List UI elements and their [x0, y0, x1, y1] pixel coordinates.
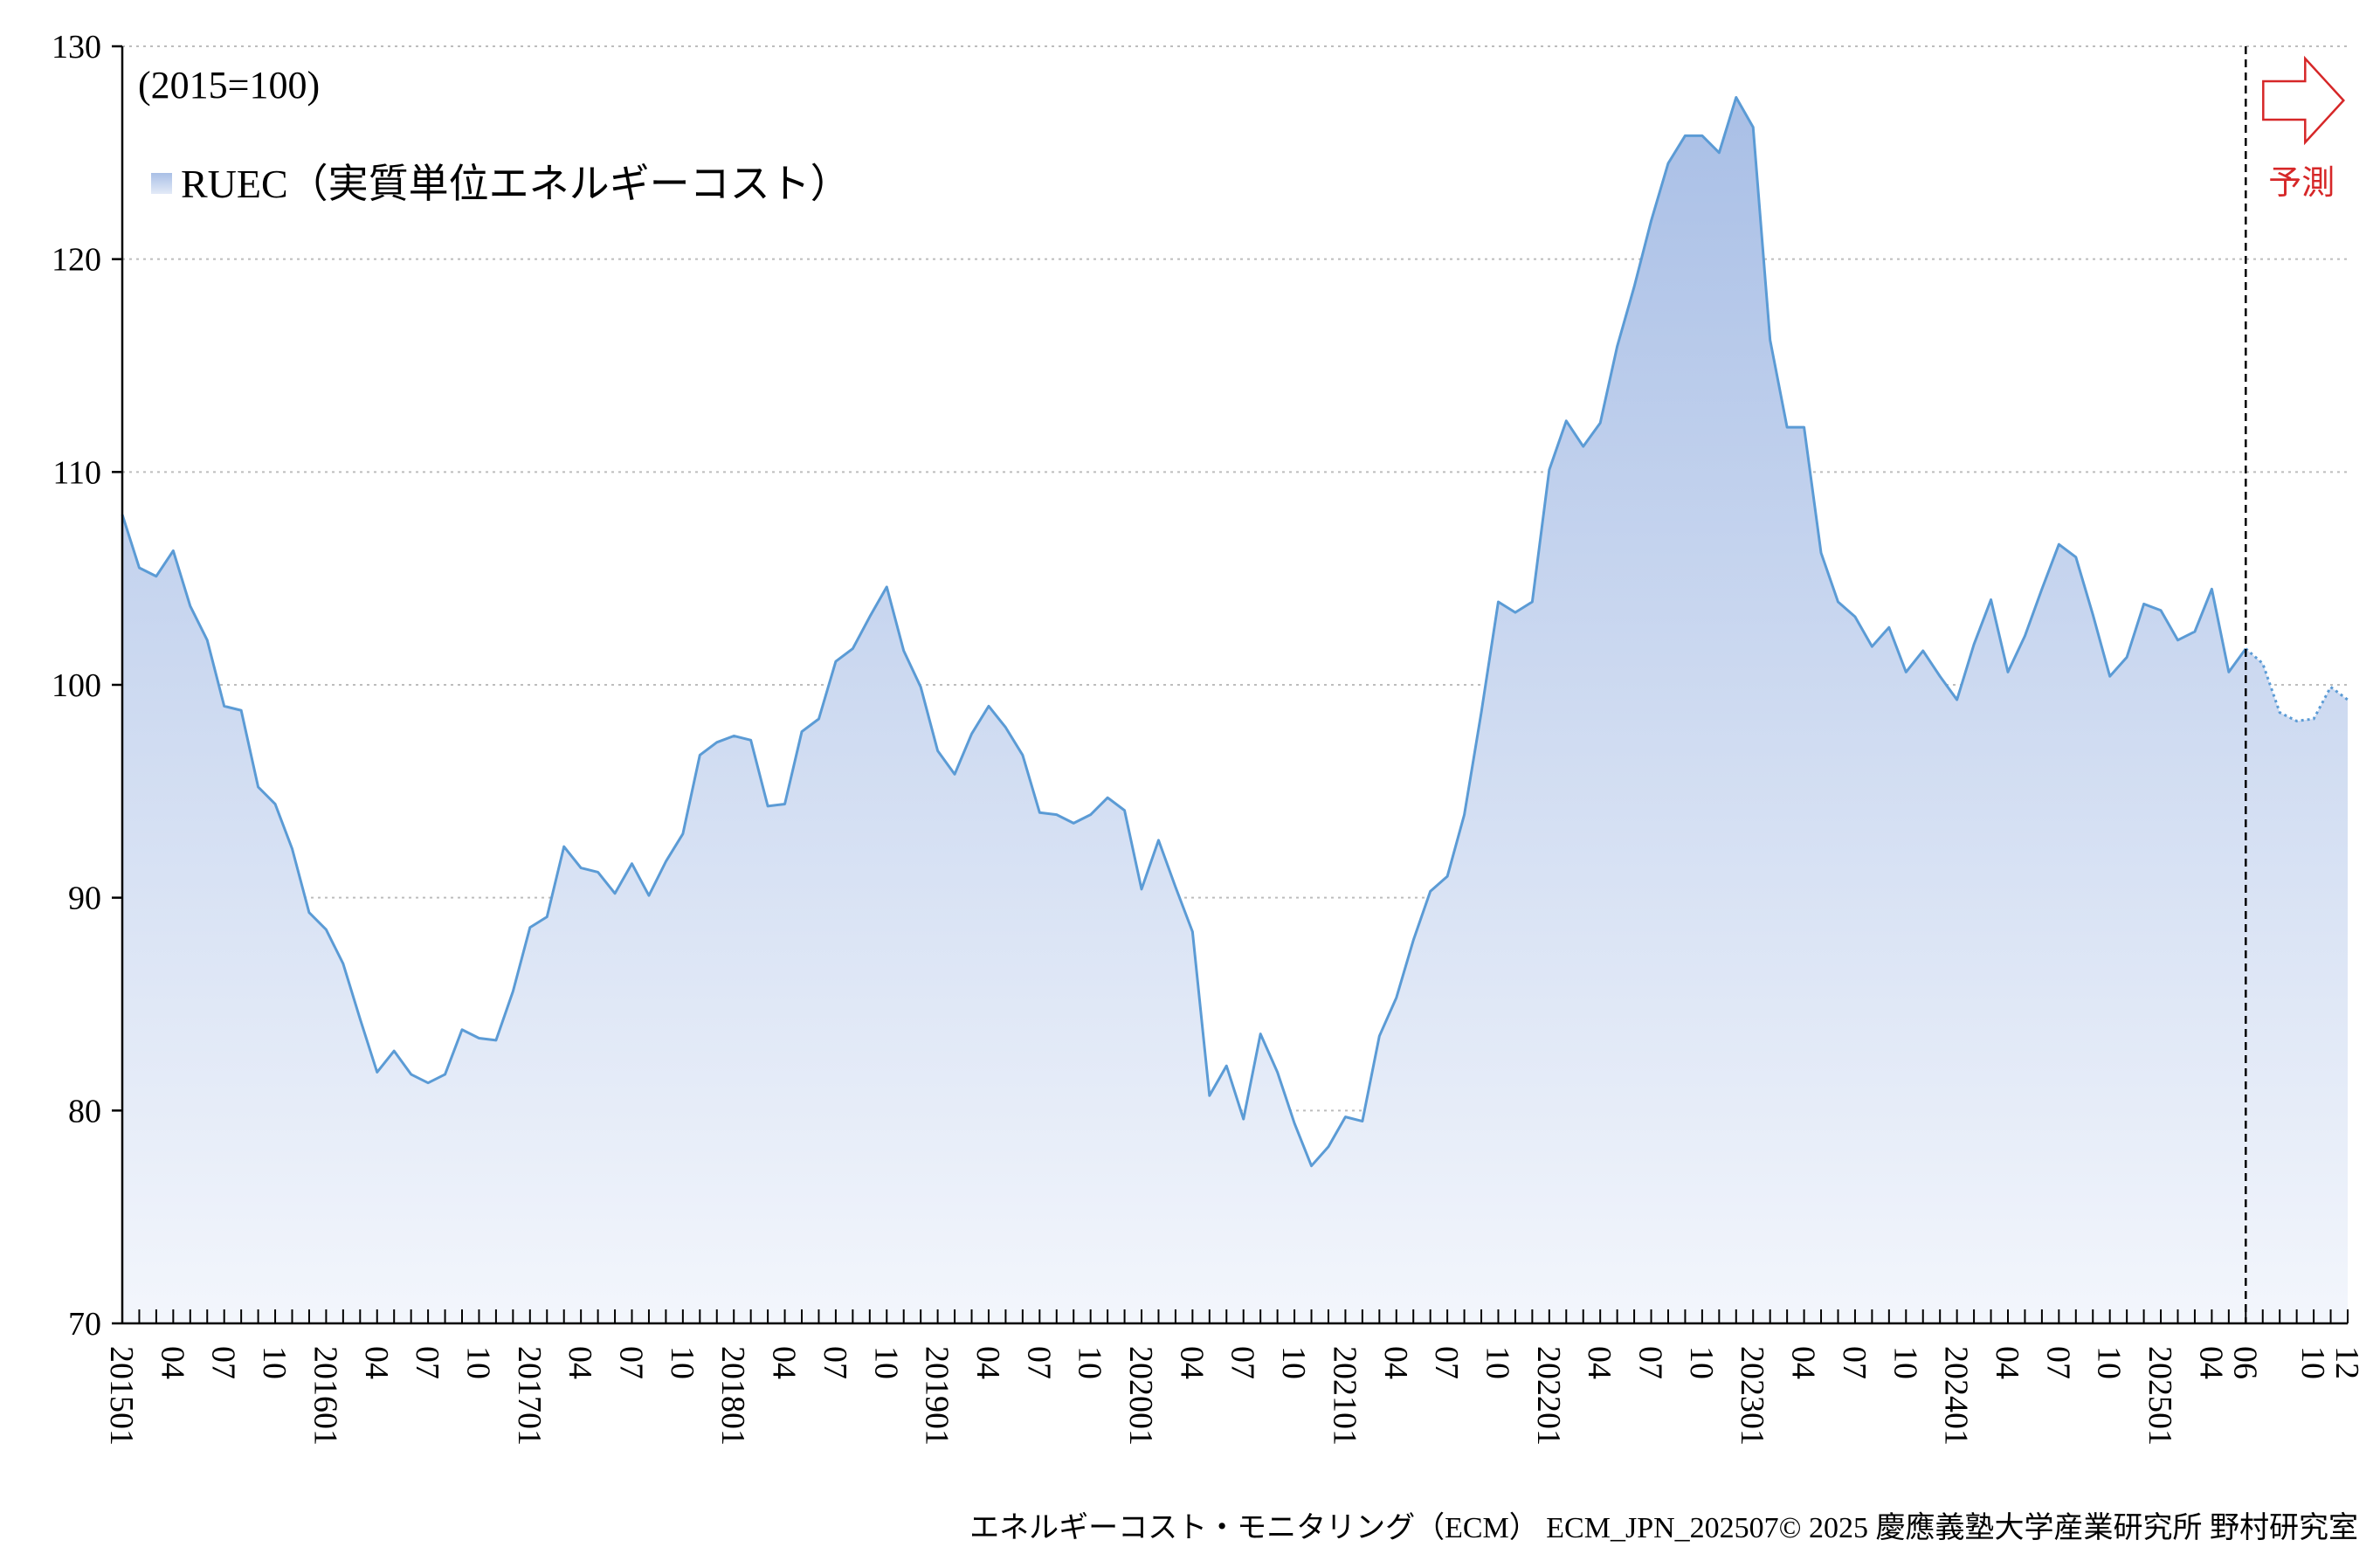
- x-tick-label: 10: [664, 1346, 700, 1379]
- x-tick-label: 201501: [103, 1346, 140, 1446]
- x-tick-label: 04: [562, 1346, 598, 1379]
- x-tick-label: 201601: [307, 1346, 343, 1446]
- x-tick-label: 201701: [511, 1346, 548, 1446]
- x-tick-label: 07: [1836, 1346, 1873, 1379]
- x-tick-label: 201901: [919, 1346, 955, 1446]
- x-tick-label: 202501: [2142, 1346, 2178, 1446]
- y-tick-label: 110: [52, 454, 101, 491]
- x-tick-label: 10: [2091, 1346, 2128, 1379]
- x-tick-label: 04: [1989, 1346, 2025, 1379]
- x-tick-label: 04: [1377, 1346, 1414, 1379]
- y-tick-label: 70: [68, 1306, 101, 1343]
- x-tick-label: 04: [969, 1346, 1006, 1379]
- unit-note: (2015=100): [138, 64, 320, 107]
- x-tick-label: 07: [205, 1346, 242, 1379]
- x-tick-label: 202101: [1326, 1346, 1362, 1446]
- x-tick-label: 04: [1785, 1346, 1822, 1379]
- x-tick-label: 12: [2328, 1346, 2365, 1379]
- x-tick-label: 10: [459, 1346, 496, 1379]
- x-tick-label: 202401: [1938, 1346, 1975, 1446]
- axes: [112, 45, 2349, 1325]
- x-tick-label: 201801: [714, 1346, 751, 1446]
- y-tick-label: 100: [52, 667, 101, 704]
- x-tick-label: 06: [2226, 1346, 2263, 1379]
- x-tick-label: 07: [1632, 1346, 1669, 1379]
- ruec-area-fill: [122, 97, 2348, 1324]
- x-tick-label: 10: [1479, 1346, 1515, 1379]
- x-tick-label: 10: [256, 1346, 293, 1379]
- x-tick-label: 04: [358, 1346, 395, 1379]
- x-tick-label: 202201: [1530, 1346, 1567, 1446]
- ruec-line-forecast: [2245, 647, 2349, 722]
- x-tick-label: 07: [1428, 1346, 1465, 1379]
- legend-label: RUEC（実質単位エネルギーコスト）: [181, 162, 851, 206]
- y-tick-label: 120: [52, 242, 101, 279]
- x-tick-label: 10: [867, 1346, 904, 1379]
- x-tick-label: 10: [1072, 1346, 1108, 1379]
- x-tick-labels: 201501 04 07 10 201601 04 07 10 201701 04 07 10 2018…: [103, 1346, 2365, 1446]
- y-tick-label: 80: [68, 1093, 101, 1129]
- legend: RUEC（実質単位エネルギーコスト）: [151, 162, 851, 206]
- x-tick-label: 04: [2192, 1346, 2229, 1379]
- x-tick-label: 10: [2294, 1346, 2331, 1379]
- y-tick-label: 90: [68, 881, 101, 917]
- x-tick-label: 10: [1887, 1346, 1923, 1379]
- x-tick-label: 10: [1275, 1346, 1312, 1379]
- area-layer: [121, 95, 2349, 1324]
- footer-credit: エネルギーコスト・モニタリング（ECM） ECM_JPN_202507© 202…: [969, 1511, 2358, 1544]
- y-tick-label: 130: [52, 29, 101, 66]
- x-tick-label: 10: [1683, 1346, 1720, 1379]
- x-tick-label: 07: [1224, 1346, 1261, 1379]
- x-tick-label: 07: [1020, 1346, 1057, 1379]
- forecast-marker: 予測: [2245, 46, 2345, 1323]
- x-tick-label: 07: [409, 1346, 445, 1379]
- forecast-arrow-icon: [2262, 55, 2345, 146]
- x-tick-label: 04: [1581, 1346, 1618, 1379]
- x-tick-label: 202301: [1734, 1346, 1770, 1446]
- y-tick-labels: 70 80 90 100 110 120 130: [52, 29, 101, 1343]
- legend-swatch: [151, 173, 172, 194]
- x-tick-label: 07: [817, 1346, 853, 1379]
- ruec-line-actual: [121, 95, 2247, 1168]
- x-tick-label: 04: [766, 1346, 803, 1379]
- x-tick-label: 04: [154, 1346, 190, 1379]
- x-tick-label: 04: [1173, 1346, 1210, 1379]
- x-tick-label: 202001: [1122, 1346, 1159, 1446]
- x-tick-label: 07: [2039, 1346, 2076, 1379]
- forecast-label: 予測: [2268, 165, 2335, 202]
- x-tick-label: 07: [613, 1346, 650, 1379]
